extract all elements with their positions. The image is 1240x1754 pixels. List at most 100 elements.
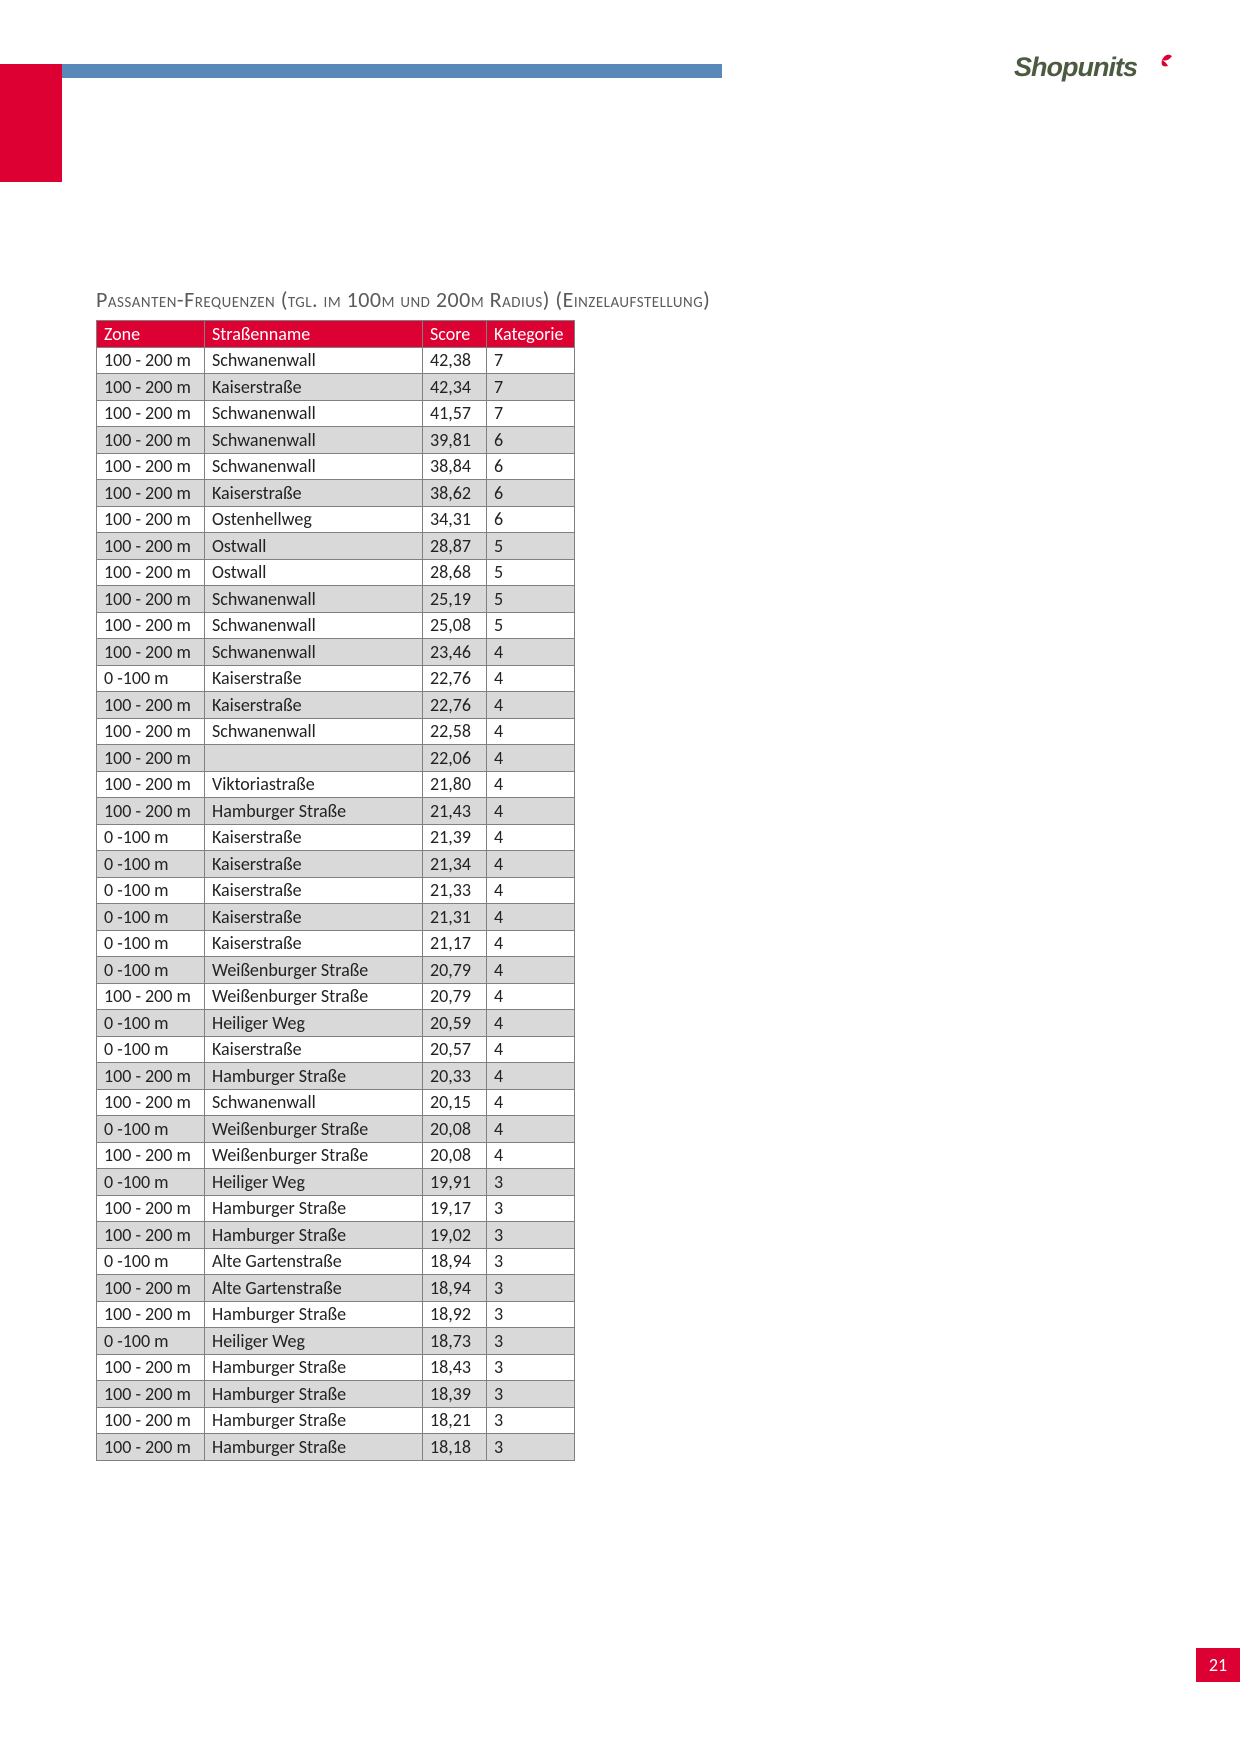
table-cell: 20,08	[423, 1116, 487, 1143]
table-row: 100 - 200 mHamburger Straße20,334	[97, 1063, 575, 1090]
table-row: 100 - 200 mOstwall28,685	[97, 559, 575, 586]
header-blue-segment	[62, 64, 722, 78]
table-cell: 22,76	[423, 665, 487, 692]
table-cell: 100 - 200 m	[97, 612, 205, 639]
table-cell: 42,34	[423, 374, 487, 401]
table-row: 100 - 200 m22,064	[97, 745, 575, 772]
table-cell: Kaiserstraße	[205, 930, 423, 957]
table-cell: 0 -100 m	[97, 930, 205, 957]
table-cell: Alte Gartenstraße	[205, 1275, 423, 1302]
table-cell: 21,31	[423, 904, 487, 931]
table-row: 0 -100 mKaiserstraße20,574	[97, 1036, 575, 1063]
table-cell: 4	[487, 1116, 575, 1143]
table-cell: 0 -100 m	[97, 824, 205, 851]
table-cell: 4	[487, 639, 575, 666]
table-row: 100 - 200 mSchwanenwall23,464	[97, 639, 575, 666]
table-cell: Weißenburger Straße	[205, 1142, 423, 1169]
table-cell: Schwanenwall	[205, 612, 423, 639]
table-row: 100 - 200 mKaiserstraße42,347	[97, 374, 575, 401]
table-cell: 0 -100 m	[97, 1248, 205, 1275]
table-row: 100 - 200 mOstenhellweg34,316	[97, 506, 575, 533]
table-cell: 21,34	[423, 851, 487, 878]
table-cell: Hamburger Straße	[205, 798, 423, 825]
table-cell: 18,21	[423, 1407, 487, 1434]
table-cell: 100 - 200 m	[97, 533, 205, 560]
table-cell: 18,94	[423, 1248, 487, 1275]
table-cell: 0 -100 m	[97, 904, 205, 931]
table-cell: 19,17	[423, 1195, 487, 1222]
table-row: 0 -100 mKaiserstraße21,344	[97, 851, 575, 878]
table-row: 100 - 200 mSchwanenwall25,195	[97, 586, 575, 613]
table-cell: 100 - 200 m	[97, 798, 205, 825]
table-cell: 23,46	[423, 639, 487, 666]
table-row: 0 -100 mAlte Gartenstraße18,943	[97, 1248, 575, 1275]
table-cell: 4	[487, 1036, 575, 1063]
table-cell: 100 - 200 m	[97, 1407, 205, 1434]
table-cell: Heiliger Weg	[205, 1328, 423, 1355]
table-cell: 20,57	[423, 1036, 487, 1063]
table-cell: 6	[487, 427, 575, 454]
table-cell: 100 - 200 m	[97, 453, 205, 480]
table-cell: 19,02	[423, 1222, 487, 1249]
table-row: 100 - 200 mHamburger Straße19,173	[97, 1195, 575, 1222]
table-cell: Kaiserstraße	[205, 665, 423, 692]
table-cell: 100 - 200 m	[97, 1381, 205, 1408]
table-cell: 0 -100 m	[97, 1328, 205, 1355]
table-cell: 4	[487, 877, 575, 904]
table-cell: Schwanenwall	[205, 453, 423, 480]
table-cell: 3	[487, 1248, 575, 1275]
table-cell: 100 - 200 m	[97, 506, 205, 533]
table-cell: Schwanenwall	[205, 427, 423, 454]
table-header-cell: Kategorie	[487, 321, 575, 348]
table-row: 100 - 200 mSchwanenwall22,584	[97, 718, 575, 745]
table-cell: Hamburger Straße	[205, 1195, 423, 1222]
table-cell: 22,58	[423, 718, 487, 745]
table-row: 100 - 200 mSchwanenwall39,816	[97, 427, 575, 454]
table-row: 100 - 200 mSchwanenwall25,085	[97, 612, 575, 639]
page-number-badge: 21	[1196, 1648, 1240, 1682]
table-cell: 3	[487, 1328, 575, 1355]
table-cell: 6	[487, 453, 575, 480]
table-cell: 100 - 200 m	[97, 586, 205, 613]
table-cell: Schwanenwall	[205, 1089, 423, 1116]
table-row: 100 - 200 mHamburger Straße19,023	[97, 1222, 575, 1249]
table-row: 0 -100 mHeiliger Weg19,913	[97, 1169, 575, 1196]
table-cell: 4	[487, 983, 575, 1010]
table-cell: 22,76	[423, 692, 487, 719]
table-cell: Alte Gartenstraße	[205, 1248, 423, 1275]
table-cell: 20,79	[423, 957, 487, 984]
table-cell: 4	[487, 1063, 575, 1090]
table-cell: 4	[487, 1142, 575, 1169]
table-cell: Viktoriastraße	[205, 771, 423, 798]
table-cell: 21,39	[423, 824, 487, 851]
table-cell: 21,33	[423, 877, 487, 904]
table-cell: 5	[487, 559, 575, 586]
table-row: 100 - 200 mSchwanenwall38,846	[97, 453, 575, 480]
table-cell: 5	[487, 586, 575, 613]
table-cell: Ostwall	[205, 533, 423, 560]
page-number: 21	[1209, 1654, 1227, 1676]
table-cell: 100 - 200 m	[97, 374, 205, 401]
table-cell: Weißenburger Straße	[205, 1116, 423, 1143]
table-cell: 28,68	[423, 559, 487, 586]
table-cell: Heiliger Weg	[205, 1169, 423, 1196]
table-row: 0 -100 mHeiliger Weg20,594	[97, 1010, 575, 1037]
table-cell: Ostwall	[205, 559, 423, 586]
table-cell: 100 - 200 m	[97, 771, 205, 798]
table-cell: 39,81	[423, 427, 487, 454]
table-cell: 100 - 200 m	[97, 427, 205, 454]
table-cell: Kaiserstraße	[205, 1036, 423, 1063]
table-cell: Kaiserstraße	[205, 904, 423, 931]
table-header-row: ZoneStraßennameScoreKategorie	[97, 321, 575, 348]
table-cell: 0 -100 m	[97, 957, 205, 984]
table-row: 100 - 200 mHamburger Straße18,213	[97, 1407, 575, 1434]
table-cell: Hamburger Straße	[205, 1063, 423, 1090]
table-cell: 25,19	[423, 586, 487, 613]
table-cell: 6	[487, 506, 575, 533]
table-cell: 100 - 200 m	[97, 559, 205, 586]
table-row: 0 -100 mKaiserstraße22,764	[97, 665, 575, 692]
table-cell: 4	[487, 930, 575, 957]
table-cell: 4	[487, 957, 575, 984]
table-cell: Hamburger Straße	[205, 1354, 423, 1381]
table-cell: 0 -100 m	[97, 851, 205, 878]
